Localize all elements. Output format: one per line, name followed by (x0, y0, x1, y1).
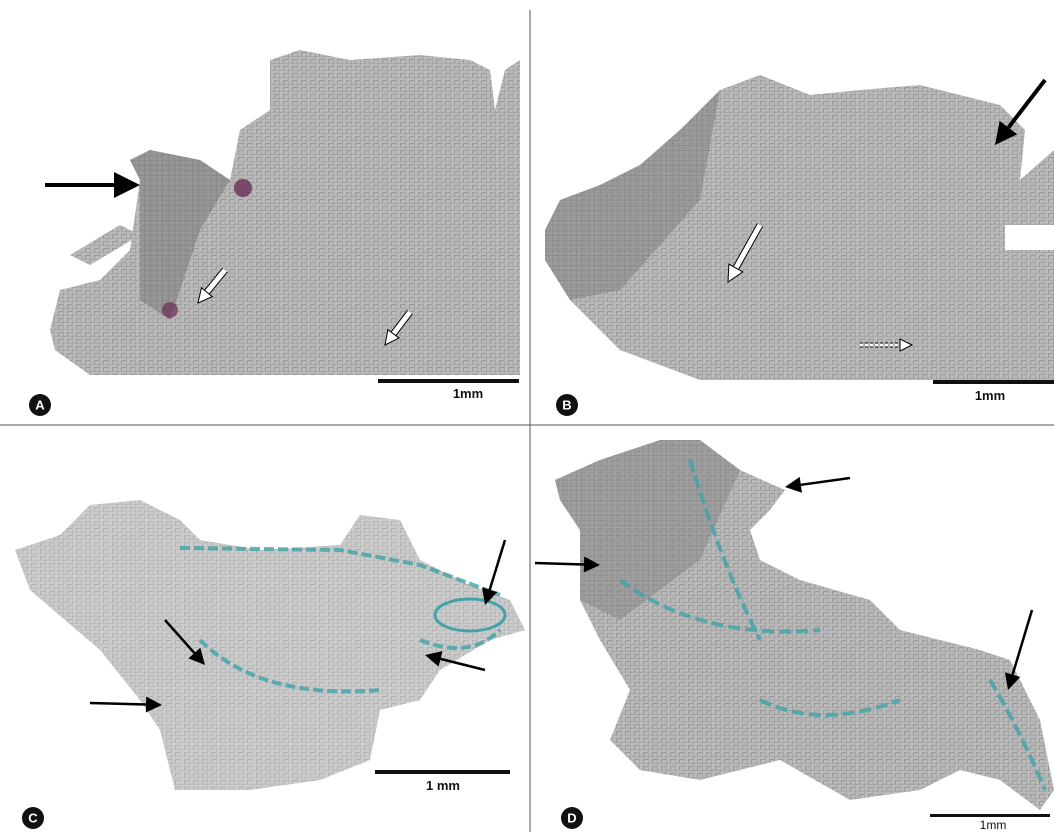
scale-label: 1mm (453, 386, 483, 401)
arrow (801, 478, 850, 485)
arrow (1008, 80, 1045, 128)
arrow (1013, 610, 1032, 675)
arrow (90, 703, 146, 705)
arrow (535, 563, 584, 565)
panel-label: B (562, 398, 571, 413)
scale-bar (933, 380, 1054, 384)
figure: 1mm 1mm 1 mm 1mm A B C D (0, 0, 1054, 832)
scale-bar (378, 379, 519, 383)
arrow (785, 477, 802, 493)
tissue-b (545, 75, 1054, 380)
scale-bar (375, 770, 510, 774)
arrow (490, 540, 505, 590)
scale-label: 1 mm (426, 778, 460, 793)
panel-label: C (28, 811, 38, 826)
scale-label: 1mm (975, 388, 1005, 403)
tissue-a (50, 50, 520, 375)
tissue-d (555, 440, 1054, 810)
scale-label: 1mm (980, 818, 1007, 832)
tissue-c (15, 500, 525, 790)
panel-label: D (567, 811, 576, 826)
scale-bar (930, 814, 1050, 817)
arrow (114, 172, 140, 198)
panel-label: A (35, 398, 45, 413)
